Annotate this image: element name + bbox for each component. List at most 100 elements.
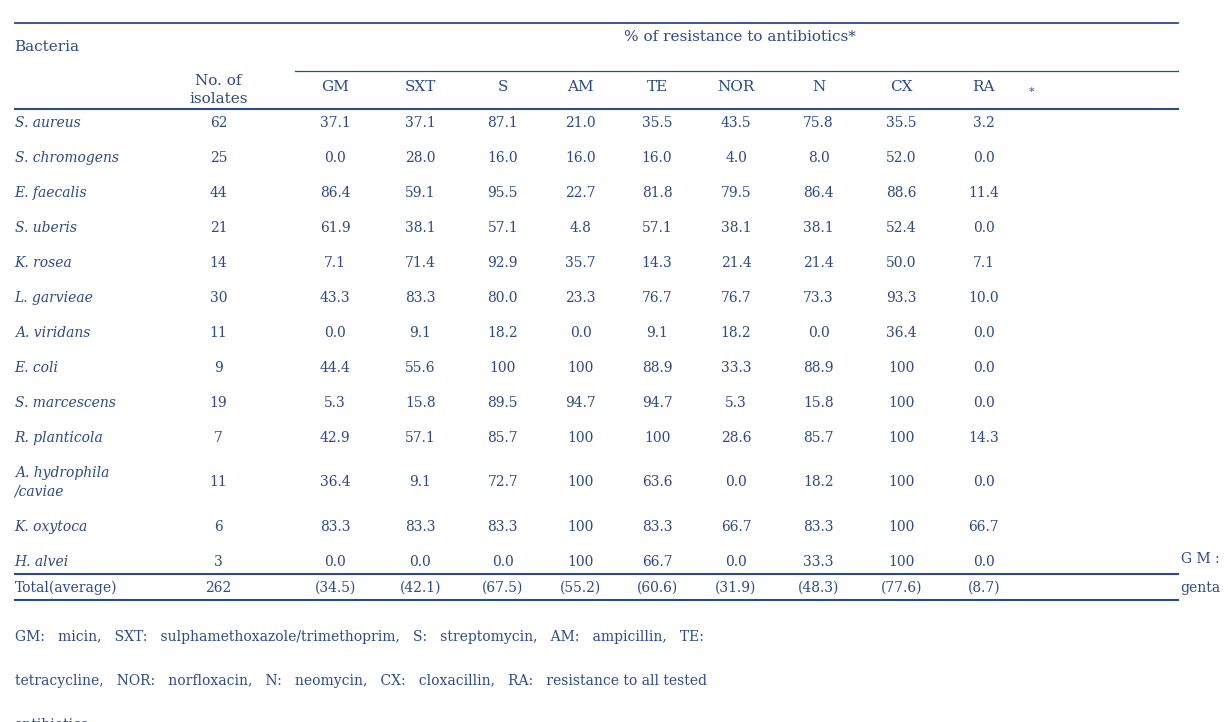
Text: 61.9: 61.9 xyxy=(321,221,350,235)
Text: 28.6: 28.6 xyxy=(721,431,752,445)
Text: GM:   micin,   SXT:   sulphamethoxazole/trimethoprim,   S:   streptomycin,   AM:: GM: micin, SXT: sulphamethoxazole/trimet… xyxy=(15,630,704,644)
Text: 88.9: 88.9 xyxy=(803,361,834,375)
Text: 35.7: 35.7 xyxy=(565,256,596,270)
Text: S: S xyxy=(497,80,508,95)
Text: 3.2: 3.2 xyxy=(973,116,995,131)
Text: 83.3: 83.3 xyxy=(488,520,518,534)
Text: (48.3): (48.3) xyxy=(798,580,839,595)
Text: 4.8: 4.8 xyxy=(570,221,592,235)
Text: 0.0: 0.0 xyxy=(808,326,829,340)
Text: 92.9: 92.9 xyxy=(488,256,518,270)
Text: (34.5): (34.5) xyxy=(314,580,356,595)
Text: 59.1: 59.1 xyxy=(405,186,436,200)
Text: 10.0: 10.0 xyxy=(969,291,1000,305)
Text: 83.3: 83.3 xyxy=(405,291,436,305)
Text: 94.7: 94.7 xyxy=(642,396,673,410)
Text: 75.8: 75.8 xyxy=(803,116,834,131)
Text: S. chromogens: S. chromogens xyxy=(15,152,119,165)
Text: 11.4: 11.4 xyxy=(969,186,1000,200)
Text: 0.0: 0.0 xyxy=(725,475,747,489)
Text: 0.0: 0.0 xyxy=(324,152,346,165)
Text: NOR: NOR xyxy=(717,80,755,95)
Text: (55.2): (55.2) xyxy=(560,580,602,595)
Text: 86.4: 86.4 xyxy=(803,186,834,200)
Text: 76.7: 76.7 xyxy=(721,291,752,305)
Text: 73.3: 73.3 xyxy=(803,291,834,305)
Text: 66.7: 66.7 xyxy=(969,520,1000,534)
Text: 100: 100 xyxy=(567,520,593,534)
Text: N: N xyxy=(812,80,825,95)
Text: 0.0: 0.0 xyxy=(409,555,431,569)
Text: 0.0: 0.0 xyxy=(973,475,995,489)
Text: 0.0: 0.0 xyxy=(973,555,995,569)
Text: 18.2: 18.2 xyxy=(488,326,518,340)
Text: 100: 100 xyxy=(888,361,915,375)
Text: 86.4: 86.4 xyxy=(321,186,350,200)
Text: (77.6): (77.6) xyxy=(880,580,922,595)
Text: 88.9: 88.9 xyxy=(642,361,672,375)
Text: 44.4: 44.4 xyxy=(319,361,351,375)
Text: 85.7: 85.7 xyxy=(488,431,518,445)
Text: 100: 100 xyxy=(888,396,915,410)
Text: S. aureus: S. aureus xyxy=(15,116,80,131)
Text: 83.3: 83.3 xyxy=(321,520,350,534)
Text: 11: 11 xyxy=(210,326,227,340)
Text: 16.0: 16.0 xyxy=(488,152,518,165)
Text: K. oxytoca: K. oxytoca xyxy=(15,520,88,534)
Text: 42.9: 42.9 xyxy=(321,431,350,445)
Text: 85.7: 85.7 xyxy=(803,431,834,445)
Text: 0.0: 0.0 xyxy=(570,326,592,340)
Text: 100: 100 xyxy=(567,555,593,569)
Text: (42.1): (42.1) xyxy=(399,580,441,595)
Text: 22.7: 22.7 xyxy=(565,186,596,200)
Text: 7.1: 7.1 xyxy=(324,256,346,270)
Text: 52.4: 52.4 xyxy=(885,221,916,235)
Text: 43.5: 43.5 xyxy=(721,116,752,131)
Text: S. uberis: S. uberis xyxy=(15,221,76,235)
Text: 0.0: 0.0 xyxy=(973,152,995,165)
Text: 7: 7 xyxy=(214,431,223,445)
Text: 262: 262 xyxy=(205,580,232,595)
Text: 80.0: 80.0 xyxy=(488,291,518,305)
Text: 100: 100 xyxy=(567,361,593,375)
Text: 89.5: 89.5 xyxy=(488,396,518,410)
Text: 100: 100 xyxy=(888,475,915,489)
Text: 37.1: 37.1 xyxy=(405,116,436,131)
Text: 33.3: 33.3 xyxy=(721,361,752,375)
Text: 18.2: 18.2 xyxy=(721,326,752,340)
Text: RA: RA xyxy=(973,80,995,95)
Text: 0.0: 0.0 xyxy=(324,326,346,340)
Text: 14: 14 xyxy=(210,256,227,270)
Text: 100: 100 xyxy=(567,431,593,445)
Text: L. garvieae: L. garvieae xyxy=(15,291,93,305)
Text: 28.0: 28.0 xyxy=(405,152,436,165)
Text: 79.5: 79.5 xyxy=(721,186,752,200)
Text: S. marcescens: S. marcescens xyxy=(15,396,115,410)
Text: 35.5: 35.5 xyxy=(642,116,672,131)
Text: 0.0: 0.0 xyxy=(973,361,995,375)
Text: 8.0: 8.0 xyxy=(808,152,829,165)
Text: SXT: SXT xyxy=(404,80,436,95)
Text: 25: 25 xyxy=(210,152,227,165)
Text: 88.6: 88.6 xyxy=(885,186,916,200)
Text: 11: 11 xyxy=(210,475,227,489)
Text: 94.7: 94.7 xyxy=(565,396,596,410)
Text: 14.3: 14.3 xyxy=(642,256,673,270)
Text: antibiotics: antibiotics xyxy=(15,718,88,722)
Text: 18.2: 18.2 xyxy=(803,475,834,489)
Text: 57.1: 57.1 xyxy=(405,431,436,445)
Text: 0.0: 0.0 xyxy=(973,221,995,235)
Text: 5.3: 5.3 xyxy=(324,396,346,410)
Text: 0.0: 0.0 xyxy=(973,396,995,410)
Text: 55.6: 55.6 xyxy=(405,361,436,375)
Text: /caviae: /caviae xyxy=(15,484,64,498)
Text: 15.8: 15.8 xyxy=(803,396,834,410)
Text: 57.1: 57.1 xyxy=(642,221,673,235)
Text: 16.0: 16.0 xyxy=(565,152,596,165)
Text: 14.3: 14.3 xyxy=(969,431,1000,445)
Text: 81.8: 81.8 xyxy=(642,186,673,200)
Text: 100: 100 xyxy=(888,555,915,569)
Text: 66.7: 66.7 xyxy=(642,555,673,569)
Text: 36.4: 36.4 xyxy=(321,475,350,489)
Text: 0.0: 0.0 xyxy=(492,555,513,569)
